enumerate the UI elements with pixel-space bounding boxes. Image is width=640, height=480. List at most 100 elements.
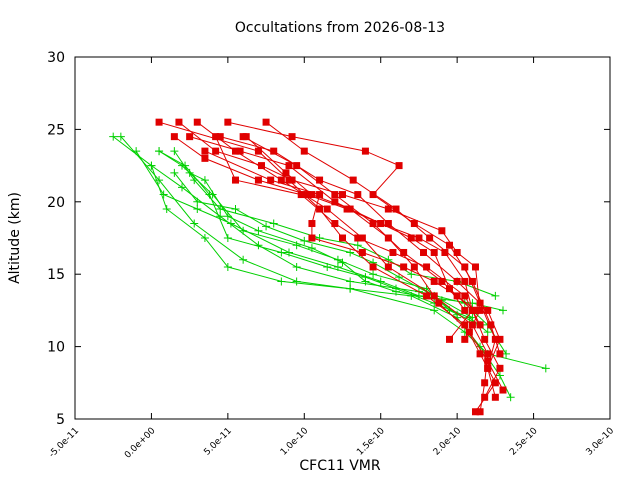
data-point-plus: [262, 222, 271, 231]
data-point-square: [468, 277, 476, 285]
y-tick-label: 30: [47, 50, 65, 66]
data-point-square: [407, 234, 415, 242]
data-point-plus: [468, 299, 477, 308]
data-point-square: [232, 147, 239, 155]
data-point-plus: [170, 147, 179, 156]
data-point-square: [384, 234, 392, 242]
data-point-square: [430, 277, 438, 285]
data-point-square: [316, 176, 324, 184]
data-point-plus: [116, 132, 125, 141]
data-point-square: [471, 263, 479, 271]
data-point-square: [323, 205, 331, 213]
data-point-plus: [254, 226, 263, 235]
data-point-square: [186, 133, 194, 141]
data-point-square: [277, 176, 285, 184]
data-point-square: [481, 379, 489, 387]
data-point-square: [476, 350, 484, 358]
data-point-square: [354, 191, 362, 199]
data-point-plus: [292, 241, 301, 250]
data-point-plus: [132, 147, 141, 156]
data-point-plus: [338, 258, 347, 267]
data-point-square: [461, 263, 469, 271]
green-series: [185, 168, 477, 322]
x-axis-label: CFC11 VMR: [299, 458, 381, 474]
data-point-square: [361, 147, 369, 155]
data-point-square: [236, 147, 244, 155]
red-series: [175, 118, 484, 343]
data-point-square: [453, 277, 461, 285]
chart-title: Occultations from 2026-08-13: [235, 20, 445, 36]
data-point-square: [496, 335, 504, 343]
data-point-plus: [277, 277, 286, 286]
data-point-square: [331, 198, 339, 206]
data-point-square: [369, 191, 377, 199]
data-point-plus: [226, 219, 235, 228]
data-point-plus: [190, 219, 199, 228]
data-point-plus: [155, 147, 164, 156]
data-point-square: [435, 299, 443, 307]
data-point-square: [285, 162, 293, 170]
series-line: [245, 136, 504, 391]
data-point-plus: [392, 287, 400, 296]
data-point-square: [446, 335, 453, 343]
data-point-square: [453, 248, 461, 256]
data-point-square: [201, 147, 209, 155]
data-point-square: [491, 379, 499, 387]
data-point-plus: [499, 306, 507, 315]
data-point-square: [369, 263, 377, 271]
data-point-plus: [205, 190, 214, 199]
data-point-square: [331, 191, 339, 199]
data-point-plus: [346, 248, 355, 257]
data-point-square: [155, 118, 163, 126]
data-point-square: [170, 133, 178, 141]
data-point-plus: [541, 364, 550, 373]
data-point-square: [232, 176, 239, 184]
series-line: [151, 165, 507, 355]
data-point-plus: [109, 132, 118, 141]
plot-frame: [74, 56, 611, 420]
y-tick-label: 10: [47, 340, 65, 356]
data-point-plus: [323, 262, 332, 271]
data-point-square: [267, 176, 275, 184]
data-point-plus: [277, 248, 286, 257]
data-point-plus: [162, 205, 171, 214]
data-point-square: [438, 277, 446, 285]
data-point-square: [392, 205, 400, 213]
data-point-square: [358, 234, 366, 242]
data-point-square: [423, 292, 431, 300]
data-point-plus: [495, 371, 504, 380]
data-point-plus: [155, 176, 164, 185]
data-point-plus: [430, 306, 439, 315]
series-line: [174, 172, 458, 316]
data-point-square: [496, 364, 504, 372]
data-point-plus: [185, 168, 194, 177]
data-point-plus: [307, 244, 316, 253]
data-point-square: [476, 321, 484, 329]
data-point-plus: [223, 234, 232, 242]
plot-area: 5 10 15 20 25 30 -5.0e-11 0.0e+00 5.0e-11 1.0e-10…: [47, 50, 616, 461]
data-point-square: [212, 133, 220, 141]
data-point-square: [316, 205, 324, 213]
data-point-square: [484, 306, 492, 314]
x-tick-label: 1.0e-10: [279, 426, 311, 458]
data-point-square: [410, 220, 418, 228]
data-point-plus: [491, 291, 500, 300]
series-line: [112, 136, 546, 369]
data-point-square: [426, 234, 434, 242]
data-point-plus: [200, 234, 209, 242]
data-point-square: [270, 147, 278, 155]
data-point-square: [175, 118, 183, 126]
data-point-plus: [346, 277, 355, 286]
data-point-plus: [239, 255, 248, 264]
data-point-square: [300, 147, 308, 155]
red-series: [216, 133, 504, 401]
data-point-square: [484, 364, 492, 372]
series-line: [189, 172, 473, 319]
data-point-square: [216, 133, 224, 141]
y-tick-label: 5: [56, 412, 65, 428]
data-point-plus: [193, 197, 202, 206]
x-tick-label: 5.0e-11: [202, 426, 234, 458]
data-point-plus: [292, 262, 301, 271]
data-point-plus: [483, 328, 492, 337]
data-point-square: [288, 176, 296, 184]
